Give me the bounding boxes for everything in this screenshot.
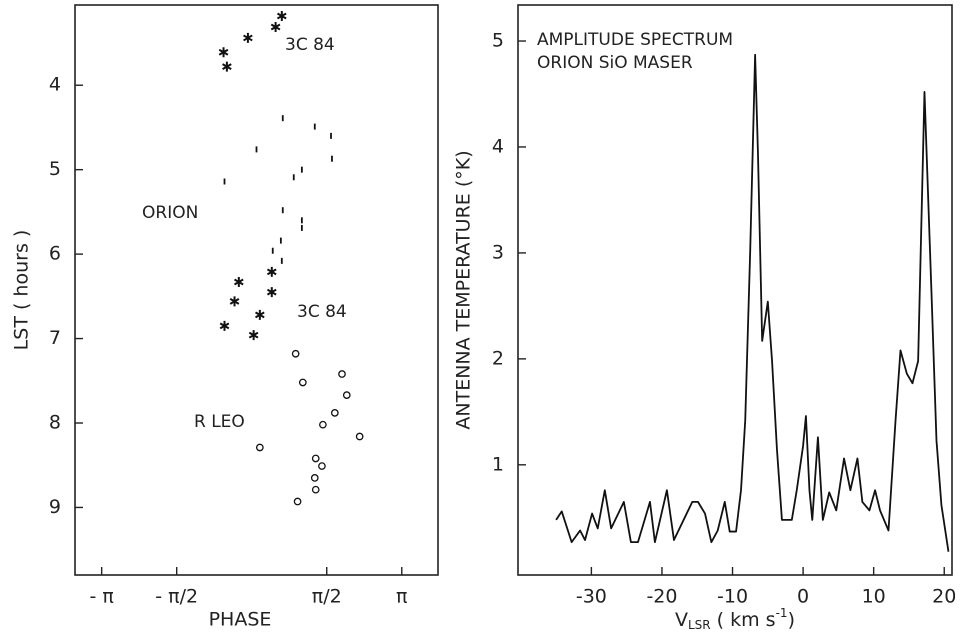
- x-axis-label-part: -1: [776, 606, 788, 620]
- x-tick-label: -30: [576, 586, 607, 608]
- star-marker: [266, 287, 277, 298]
- circle-marker: [255, 443, 264, 452]
- y-tick-label: 9: [49, 496, 61, 518]
- circle-marker: [311, 485, 320, 494]
- x-tick-label: -10: [717, 586, 748, 608]
- star-marker: [276, 10, 287, 21]
- plot-frame: [517, 4, 953, 576]
- annotation: ORION SiO MASER: [537, 53, 693, 73]
- circle-marker: [293, 497, 302, 506]
- circle-marker: [311, 454, 320, 463]
- x-axis-label-part: V: [675, 609, 688, 631]
- y-tick-label: 4: [49, 74, 61, 96]
- star-marker: [222, 61, 232, 72]
- circle-marker: [330, 409, 339, 417]
- star-marker: [218, 47, 229, 58]
- x-tick-label: 20: [932, 586, 956, 608]
- y-axis-label: ANTENNA TEMPERATURE (°K): [453, 150, 475, 429]
- annotation: ORION: [142, 203, 198, 223]
- x-tick-label: - π: [89, 586, 113, 608]
- annotation: 3C 84: [285, 35, 335, 55]
- y-tick-label: 5: [49, 158, 61, 180]
- x-axis-label-part: ): [788, 609, 795, 631]
- y-tick-label: 5: [492, 30, 504, 52]
- y-tick-label: 8: [49, 412, 61, 434]
- circle-marker: [298, 378, 307, 387]
- annotation: AMPLITUDE SPECTRUM: [537, 30, 733, 50]
- star-marker: [229, 296, 240, 307]
- x-tick-label: -20: [646, 586, 677, 608]
- y-tick-label: 7: [49, 327, 61, 349]
- circle-marker: [318, 462, 326, 470]
- star-marker: [255, 309, 265, 320]
- x-tick-label: π/2: [312, 586, 342, 608]
- star-marker: [248, 330, 259, 341]
- star-marker: [266, 266, 277, 277]
- circle-marker: [291, 349, 300, 358]
- circle-marker: [338, 370, 346, 378]
- star-marker: [243, 32, 253, 43]
- circle-marker: [355, 432, 364, 441]
- y-tick-label: 4: [492, 135, 504, 157]
- star-marker: [233, 276, 244, 287]
- star-marker: [219, 320, 230, 331]
- spectrum-line: [555, 53, 950, 552]
- plot-frame: [74, 4, 439, 576]
- y-tick-label: 2: [492, 347, 504, 369]
- x-tick-label: - π/2: [155, 586, 198, 608]
- x-axis-label: VLSR ( km s-1): [675, 606, 795, 632]
- x-tick-label: π: [396, 586, 407, 608]
- y-tick-label: 3: [492, 241, 504, 263]
- y-tick-label: 6: [49, 243, 61, 265]
- circle-marker: [310, 474, 319, 482]
- y-tick-label: 1: [492, 453, 504, 475]
- x-axis-label-part: ( km s: [711, 609, 776, 631]
- x-tick-label: 10: [862, 586, 886, 608]
- x-axis-label: PHASE: [209, 609, 272, 631]
- circle-marker: [319, 420, 327, 429]
- annotation: R LEO: [194, 412, 245, 432]
- y-axis-label: LST ( hours ): [11, 230, 33, 351]
- star-marker: [270, 21, 281, 32]
- circle-marker: [342, 391, 351, 399]
- annotation: 3C 84: [297, 302, 347, 322]
- x-axis-label-part: LSR: [688, 618, 711, 632]
- x-tick-label: 0: [797, 586, 809, 608]
